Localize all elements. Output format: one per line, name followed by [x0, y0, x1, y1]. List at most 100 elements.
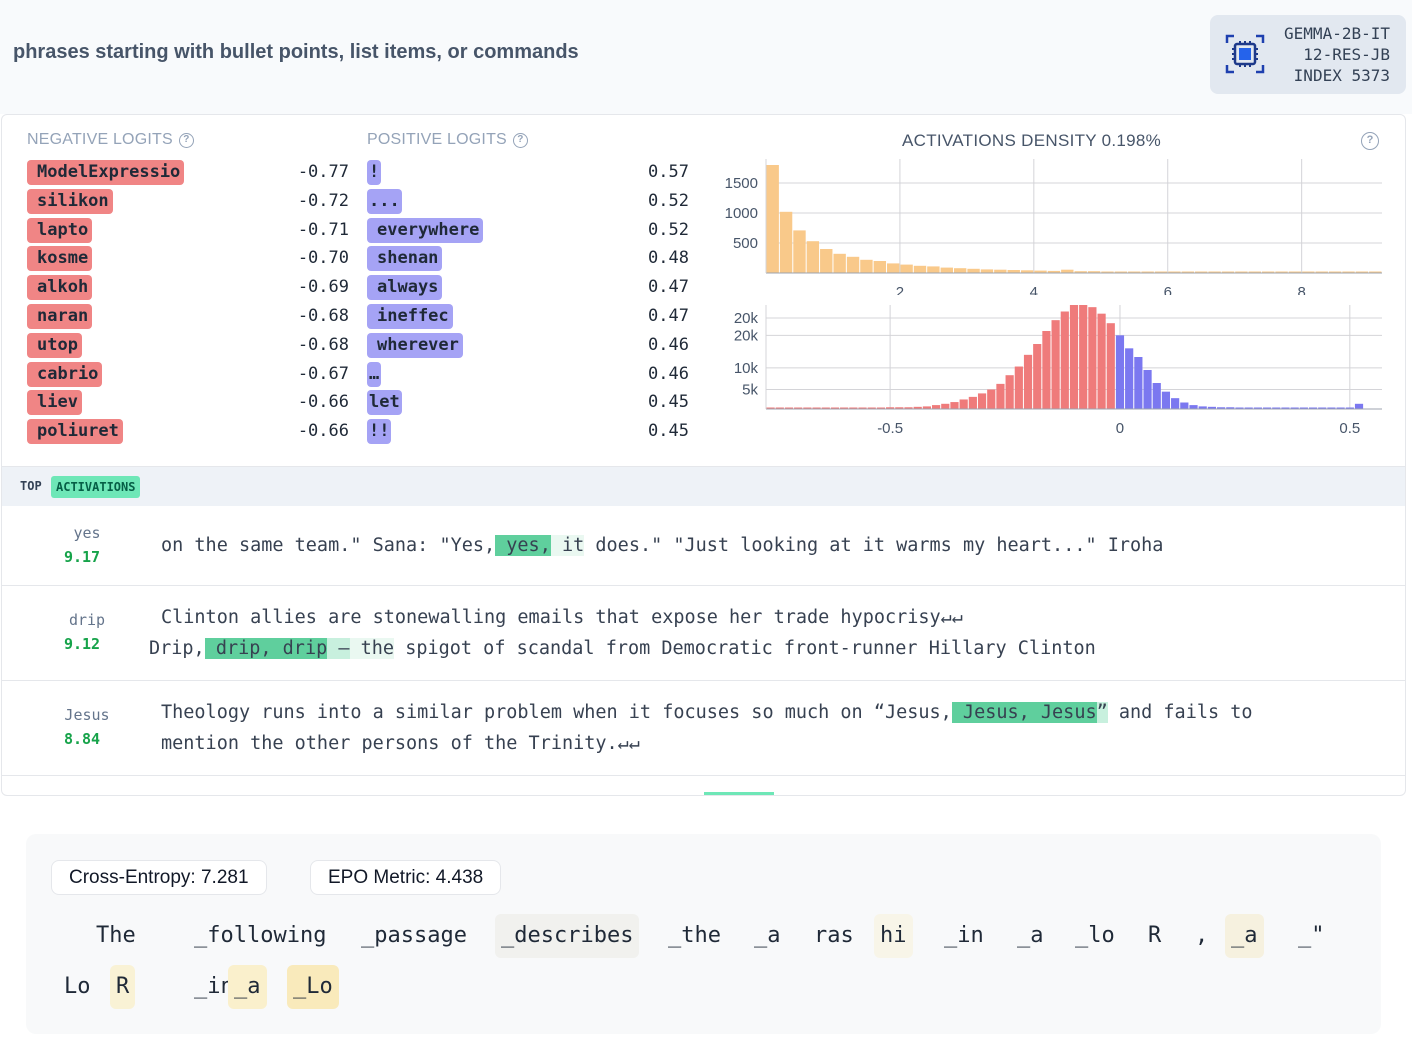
- prompt-token[interactable]: _Lo: [287, 965, 339, 1009]
- histogram-bar: [931, 405, 941, 409]
- prompt-panel: Cross-Entropy: 7.281 EPO Metric: 4.438 T…: [26, 834, 1381, 1034]
- histogram-bar: [886, 407, 895, 409]
- logit-value: 0.48: [648, 248, 689, 269]
- help-icon[interactable]: ?: [178, 132, 194, 148]
- logit-value: 0.45: [648, 392, 689, 413]
- histogram-bar: [1315, 271, 1328, 273]
- histogram-bar: [1154, 271, 1168, 273]
- histogram-bar: [1345, 407, 1354, 409]
- logit-value: 0.47: [648, 277, 689, 298]
- histogram-bar: [846, 256, 860, 273]
- example-text-line2: Drip, drip, drip — the spigot of scandal…: [149, 638, 1096, 659]
- histogram-bar: [1114, 271, 1128, 273]
- histogram-bar: [1087, 271, 1101, 273]
- y-tick-label: 10k: [734, 360, 759, 377]
- cross-entropy-badge: Cross-Entropy: 7.281: [51, 860, 267, 895]
- histogram-bar: [977, 393, 987, 409]
- logit-value: -0.71: [297, 219, 349, 240]
- feature-index: INDEX 5373: [1293, 66, 1390, 85]
- histogram-bar: [830, 407, 840, 409]
- logit-token: ModelExpressio: [27, 160, 185, 185]
- histogram-bar: [967, 268, 980, 273]
- histogram-bar: [1288, 271, 1302, 273]
- histogram-bar: [1281, 407, 1290, 409]
- prompt-token[interactable]: _lo: [1075, 923, 1115, 948]
- prompt-token[interactable]: _": [1298, 923, 1325, 948]
- logit-token: !: [367, 160, 382, 185]
- logit-value: -0.67: [297, 363, 349, 384]
- histogram-bar: [1051, 320, 1060, 409]
- prompt-token[interactable]: _passage: [361, 923, 467, 948]
- histogram-bar: [766, 165, 779, 273]
- positive-logits-header: POSITIVE LOGITS ?: [367, 131, 528, 149]
- prompt-token[interactable]: _following: [194, 923, 327, 948]
- logit-value: -0.69: [297, 277, 349, 298]
- y-tick-label: 20k: [734, 327, 759, 344]
- logit-value: -0.72: [297, 190, 349, 211]
- prompt-token[interactable]: hi: [874, 914, 913, 958]
- density-title: ACTIVATIONS DENSITY 0.198%: [902, 131, 1162, 150]
- histogram-bar: [1069, 305, 1079, 409]
- help-icon[interactable]: ?: [512, 132, 528, 148]
- prompt-token[interactable]: _describes: [495, 914, 640, 958]
- max-token: drip: [68, 611, 106, 629]
- logit-token: utop: [27, 332, 82, 358]
- prompt-token[interactable]: Lo: [64, 974, 91, 999]
- histogram-bar: [849, 407, 858, 409]
- cpu-chip-icon: [1225, 34, 1265, 74]
- prompt-token[interactable]: ras: [814, 923, 854, 948]
- histogram-bar: [812, 407, 821, 409]
- activations-tab[interactable]: ACTIVATIONS: [51, 476, 141, 498]
- prompt-token[interactable]: _a: [754, 923, 781, 948]
- histogram-bar: [1328, 271, 1342, 273]
- activation-example[interactable]: yes 9.17 on the same team." Sana: "Yes, …: [2, 506, 1405, 586]
- histogram-bar: [1106, 323, 1115, 409]
- prompt-token[interactable]: R: [1148, 923, 1162, 948]
- histogram-bar: [1143, 370, 1152, 409]
- logit-token: everywhere: [367, 217, 484, 243]
- activation-example[interactable]: Jesus 8.84 Theology runs into a similar …: [2, 681, 1405, 776]
- model-badge[interactable]: GEMMA-2B-IT 12-RES-JB INDEX 5373: [1210, 15, 1406, 94]
- histogram-bar: [1074, 271, 1087, 273]
- y-tick-label: 500: [733, 235, 758, 252]
- histogram-bar: [794, 407, 803, 409]
- top-label: TOP: [20, 479, 42, 493]
- logit-token: silikon: [27, 188, 113, 214]
- y-tick-label: 1500: [725, 175, 758, 192]
- help-icon[interactable]: ?: [1361, 132, 1379, 150]
- histogram-bar: [1034, 270, 1047, 273]
- histogram-bar: [941, 403, 950, 409]
- prompt-token[interactable]: _in: [944, 923, 984, 948]
- scroll-indicator[interactable]: [704, 792, 774, 795]
- prompt-token[interactable]: ,: [1195, 923, 1209, 948]
- histogram-bar: [1152, 383, 1161, 409]
- histogram-bar: [895, 407, 904, 409]
- histogram-bar: [821, 407, 830, 409]
- logit-token: ...: [367, 188, 402, 214]
- histogram-bar: [1141, 271, 1154, 273]
- prompt-token[interactable]: The: [96, 923, 136, 948]
- prompt-token[interactable]: _a: [1017, 923, 1044, 948]
- histogram-bar: [950, 402, 959, 409]
- logit-value: 0.52: [648, 219, 689, 240]
- prompt-token[interactable]: R: [110, 965, 136, 1009]
- example-text: Clinton allies are stonewalling emails t…: [161, 607, 963, 628]
- prompt-token[interactable]: _a: [1225, 914, 1264, 958]
- histogram-bar: [968, 396, 977, 409]
- histogram-bar: [1134, 357, 1143, 409]
- histogram-bar: [1181, 271, 1195, 273]
- activation-example[interactable]: drip 9.12 Clinton allies are stonewallin…: [2, 586, 1405, 681]
- histogram-bar: [1327, 407, 1336, 409]
- histogram-bar: [1014, 366, 1023, 409]
- model-name: GEMMA-2B-IT: [1284, 24, 1390, 43]
- prompt-token[interactable]: _in: [194, 974, 234, 999]
- histogram-bar: [1221, 271, 1235, 273]
- prompt-token[interactable]: _a: [228, 965, 267, 1009]
- activation-density-histogram: 2 4 6 8 500 1000 1500: [725, 159, 1382, 295]
- logit-token: liev: [27, 390, 82, 416]
- prompt-token[interactable]: _the: [668, 923, 721, 948]
- histogram-bar: [766, 407, 775, 409]
- logit-value: -0.77: [297, 162, 349, 182]
- epo-metric-badge: EPO Metric: 4.438: [310, 860, 502, 895]
- histogram-bar: [858, 407, 867, 409]
